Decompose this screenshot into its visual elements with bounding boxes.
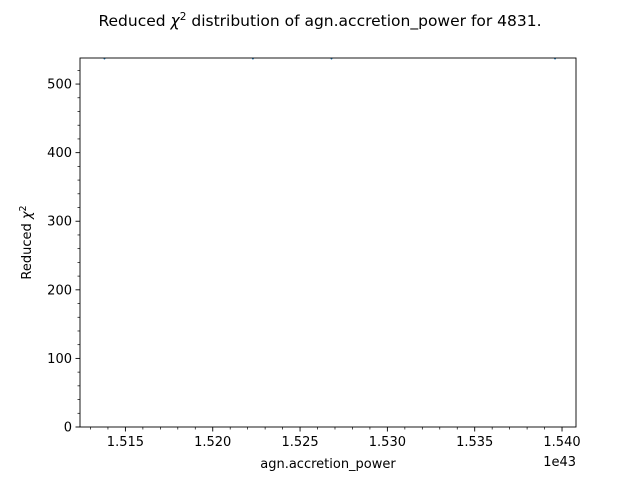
x-tick-label: 1.515 xyxy=(107,435,144,450)
y-tick-label: 200 xyxy=(47,283,72,298)
x-tick-label: 1.535 xyxy=(456,435,493,450)
y-tick-label: 0 xyxy=(64,421,72,436)
y-tick-label: 400 xyxy=(47,146,72,161)
y-axis-ticks: 0 100 200 300 400 500 xyxy=(47,69,80,436)
chart-title-main: Reduced xyxy=(98,12,170,30)
plot-area: 1.515 1.520 1.525 1.530 1.535 1.540 0 100 200 30… xyxy=(47,57,581,450)
chart-title: Reduced χ2 distribution of agn.accretion… xyxy=(98,11,541,31)
y-axis-label-main: Reduced xyxy=(20,219,35,279)
y-axis-label-exponent: 2 xyxy=(18,205,29,211)
y-tick-label: 100 xyxy=(47,352,72,367)
x-axis-label: agn.accretion_power xyxy=(260,457,396,472)
y-tick-label: 500 xyxy=(47,78,72,93)
x-tick-label: 1.525 xyxy=(281,435,318,450)
y-axis-label: Reduced χ2 xyxy=(18,205,35,279)
y-axis-label-symbol: χ xyxy=(20,210,35,220)
chart-title-symbol: χ xyxy=(170,12,181,30)
chart-title-exponent: 2 xyxy=(180,11,187,23)
x-tick-label: 1.530 xyxy=(369,435,406,450)
x-tick-label: 1.540 xyxy=(543,435,580,450)
x-axis-offset-label: 1e43 xyxy=(543,455,576,470)
x-tick-label: 1.520 xyxy=(194,435,231,450)
axes-frame xyxy=(79,57,577,428)
x-axis-ticks: 1.515 1.520 1.525 1.530 1.535 1.540 xyxy=(90,427,581,450)
y-tick-label: 300 xyxy=(47,215,72,230)
chart-title-rest: distribution of agn.accretion_power for … xyxy=(186,12,541,31)
